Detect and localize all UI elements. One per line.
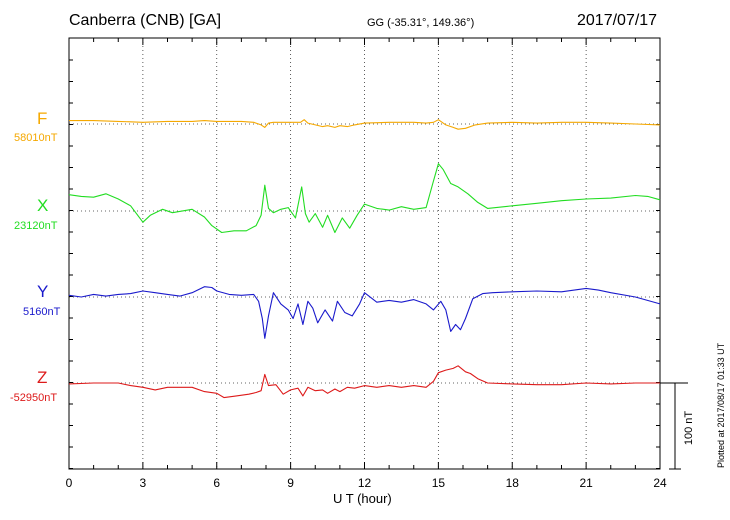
baseline-value-z: -52950nT — [10, 392, 57, 404]
x-tick-label: 12 — [358, 476, 372, 490]
series-line-f — [69, 119, 661, 130]
scale-bar-label: 100 nT — [683, 411, 695, 446]
x-tick-label: 9 — [287, 476, 294, 490]
baseline-value-x: 23120nT — [14, 220, 58, 232]
x-tick-label: 6 — [213, 476, 220, 490]
baseline-value-f: 58010nT — [14, 132, 58, 144]
x-tick-label: 18 — [506, 476, 520, 490]
component-letter-x: X — [37, 196, 48, 215]
series-line-z — [68, 365, 660, 399]
geographic-coordinates: GG (-35.31°, 149.36°) — [367, 17, 475, 29]
date-label: 2017/07/17 — [577, 12, 658, 29]
component-letter-f: F — [37, 109, 47, 128]
component-letter-z: Z — [37, 368, 47, 387]
station-title: Canberra (CNB) [GA] — [69, 12, 222, 29]
x-tick-label: 3 — [140, 476, 147, 490]
series-line-y — [68, 286, 661, 339]
series-line-x — [68, 163, 661, 234]
x-tick-label: 0 — [66, 476, 73, 490]
component-letter-y: Y — [37, 282, 48, 301]
x-axis-label: U T (hour) — [333, 491, 392, 506]
x-tick-label: 15 — [432, 476, 446, 490]
x-tick-label: 21 — [579, 476, 593, 490]
x-tick-label: 24 — [653, 476, 667, 490]
baseline-value-y: 5160nT — [23, 306, 61, 318]
